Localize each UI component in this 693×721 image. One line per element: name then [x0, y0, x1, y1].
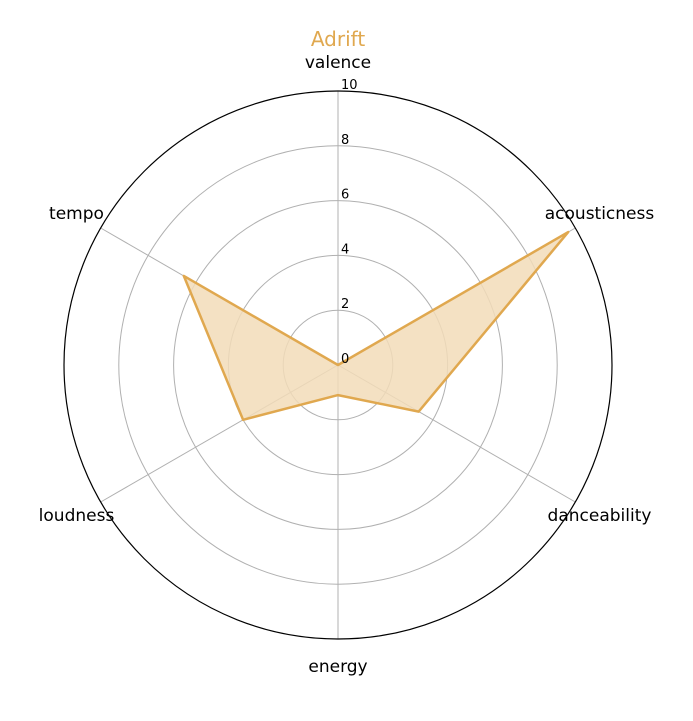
tick-labels: 0 2 4 6 8 10	[341, 78, 358, 367]
axis-labels: valence acousticness danceability energy lou…	[39, 53, 655, 677]
axis-label: valence	[305, 53, 371, 73]
axis-label: danceability	[548, 506, 652, 526]
series-layer	[182, 230, 570, 422]
tick-label: 6	[341, 188, 349, 203]
axis-label: acousticness	[545, 204, 655, 224]
axis-label: tempo	[49, 204, 104, 224]
tick-label: 2	[341, 297, 349, 312]
outer-ring	[63, 90, 613, 640]
tick-label: 0	[341, 352, 349, 367]
tick-label: 8	[341, 133, 349, 148]
tick-label: 10	[341, 78, 358, 93]
tick-label: 4	[341, 242, 349, 257]
axis-label: loudness	[39, 506, 115, 526]
chart-title: Adrift	[311, 27, 365, 51]
series-area	[183, 232, 569, 420]
axis-label: energy	[308, 657, 367, 677]
